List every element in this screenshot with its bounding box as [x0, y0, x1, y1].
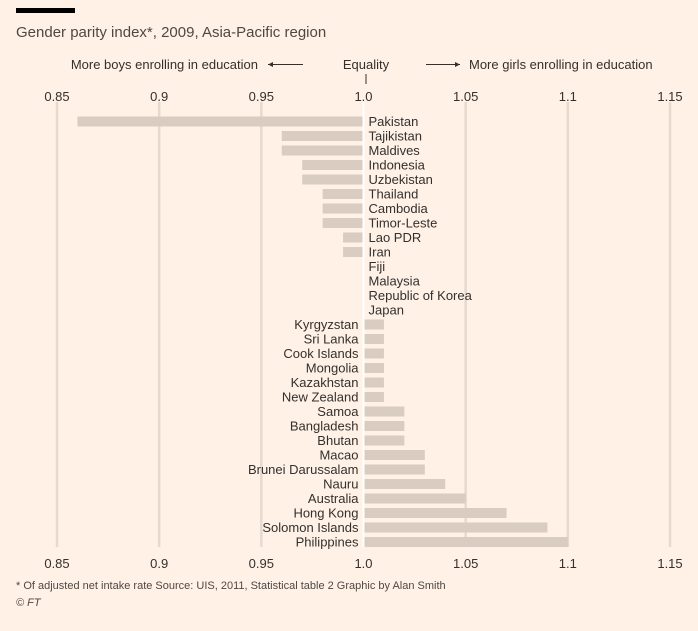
bar	[363, 493, 466, 504]
x-tick-label: 0.85	[44, 89, 69, 104]
bar	[363, 334, 384, 344]
country-label: Australia	[308, 491, 359, 506]
bars	[77, 116, 568, 547]
bar	[343, 232, 364, 243]
country-label: Iran	[369, 245, 391, 260]
country-label: Mongolia	[306, 361, 360, 376]
country-label: Cambodia	[369, 201, 429, 216]
country-label: New Zealand	[282, 390, 359, 405]
bar	[343, 247, 364, 257]
x-tick-label: 0.95	[249, 556, 274, 571]
country-label: Macao	[319, 448, 358, 463]
annotations: More boys enrolling in education Equalit…	[71, 57, 653, 84]
x-tick-label: 1.05	[453, 89, 478, 104]
bar	[363, 479, 446, 489]
country-label: Solomon Islands	[262, 520, 359, 535]
bar	[363, 377, 384, 388]
x-tick-label: 1.05	[453, 556, 478, 571]
bar	[363, 435, 405, 446]
bar	[363, 406, 405, 417]
bar	[302, 160, 364, 170]
annotation-girls: More girls enrolling in education	[469, 57, 653, 72]
x-tick-label: 0.9	[150, 89, 168, 104]
bar	[77, 116, 364, 127]
country-label: Kazakhstan	[291, 375, 359, 390]
country-label: Lao PDR	[369, 230, 422, 245]
footnote: * Of adjusted net intake rate Source: UI…	[16, 580, 446, 592]
country-label: Thailand	[369, 187, 419, 202]
brand-bar	[16, 8, 75, 13]
bar	[363, 421, 405, 431]
top-axis-ticks: 0.85 0.9 0.95 1.0 1.05 1.1 1.15	[44, 89, 682, 104]
bar	[363, 522, 548, 533]
bar	[363, 537, 568, 547]
country-label: Samoa	[317, 404, 359, 419]
bar	[302, 174, 364, 185]
x-tick-label: 0.9	[150, 556, 168, 571]
bar	[322, 218, 364, 228]
x-tick-label: 1.0	[354, 556, 372, 571]
country-label: Republic of Korea	[369, 288, 473, 303]
country-label: Pakistan	[369, 114, 419, 129]
gridlines	[55, 102, 672, 547]
x-tick-label: 1.0	[354, 89, 372, 104]
bar	[363, 392, 384, 402]
country-label: Fiji	[369, 259, 386, 274]
country-label: Kyrgyzstan	[294, 317, 358, 332]
bar	[363, 348, 384, 359]
arrow-right-icon	[455, 62, 460, 67]
bar	[322, 203, 364, 214]
x-tick-label: 1.15	[657, 556, 682, 571]
country-label: Timor-Leste	[369, 216, 438, 231]
country-label: Uzbekistan	[369, 172, 433, 187]
country-labels: PakistanTajikistanMaldivesIndonesiaUzbek…	[248, 114, 473, 550]
chart-title: Gender parity index*, 2009, Asia-Pacific…	[16, 24, 327, 41]
bottom-axis-ticks: 0.85 0.9 0.95 1.0 1.05 1.1 1.15	[44, 556, 682, 571]
x-tick-label: 1.1	[559, 89, 577, 104]
country-label: Japan	[369, 303, 404, 318]
country-label: Cook Islands	[283, 346, 359, 361]
country-label: Hong Kong	[293, 506, 358, 521]
x-tick-label: 0.95	[249, 89, 274, 104]
country-label: Maldives	[369, 143, 421, 158]
bar	[363, 319, 384, 330]
country-label: Indonesia	[369, 158, 426, 173]
bar-chart: PakistanTajikistanMaldivesIndonesiaUzbek…	[44, 57, 682, 571]
x-tick-label: 0.85	[44, 556, 69, 571]
bar	[281, 131, 364, 141]
annotation-equality: Equality	[343, 57, 390, 72]
copyright: © FT	[16, 597, 41, 609]
country-label: Brunei Darussalam	[248, 462, 359, 477]
arrow-left-icon	[268, 62, 273, 67]
country-label: Bangladesh	[290, 419, 359, 434]
country-label: Nauru	[323, 477, 358, 492]
bar	[281, 145, 364, 156]
country-label: Philippines	[296, 535, 359, 550]
x-tick-label: 1.15	[657, 89, 682, 104]
annotation-boys: More boys enrolling in education	[71, 57, 258, 72]
country-label: Bhutan	[317, 433, 358, 448]
bar	[322, 189, 364, 199]
bar	[363, 464, 425, 475]
country-label: Sri Lanka	[304, 332, 360, 347]
bar	[363, 508, 507, 518]
bar	[363, 363, 384, 373]
country-label: Tajikistan	[369, 129, 422, 144]
country-label: Malaysia	[369, 274, 421, 289]
bar	[363, 450, 425, 460]
x-tick-label: 1.1	[559, 556, 577, 571]
